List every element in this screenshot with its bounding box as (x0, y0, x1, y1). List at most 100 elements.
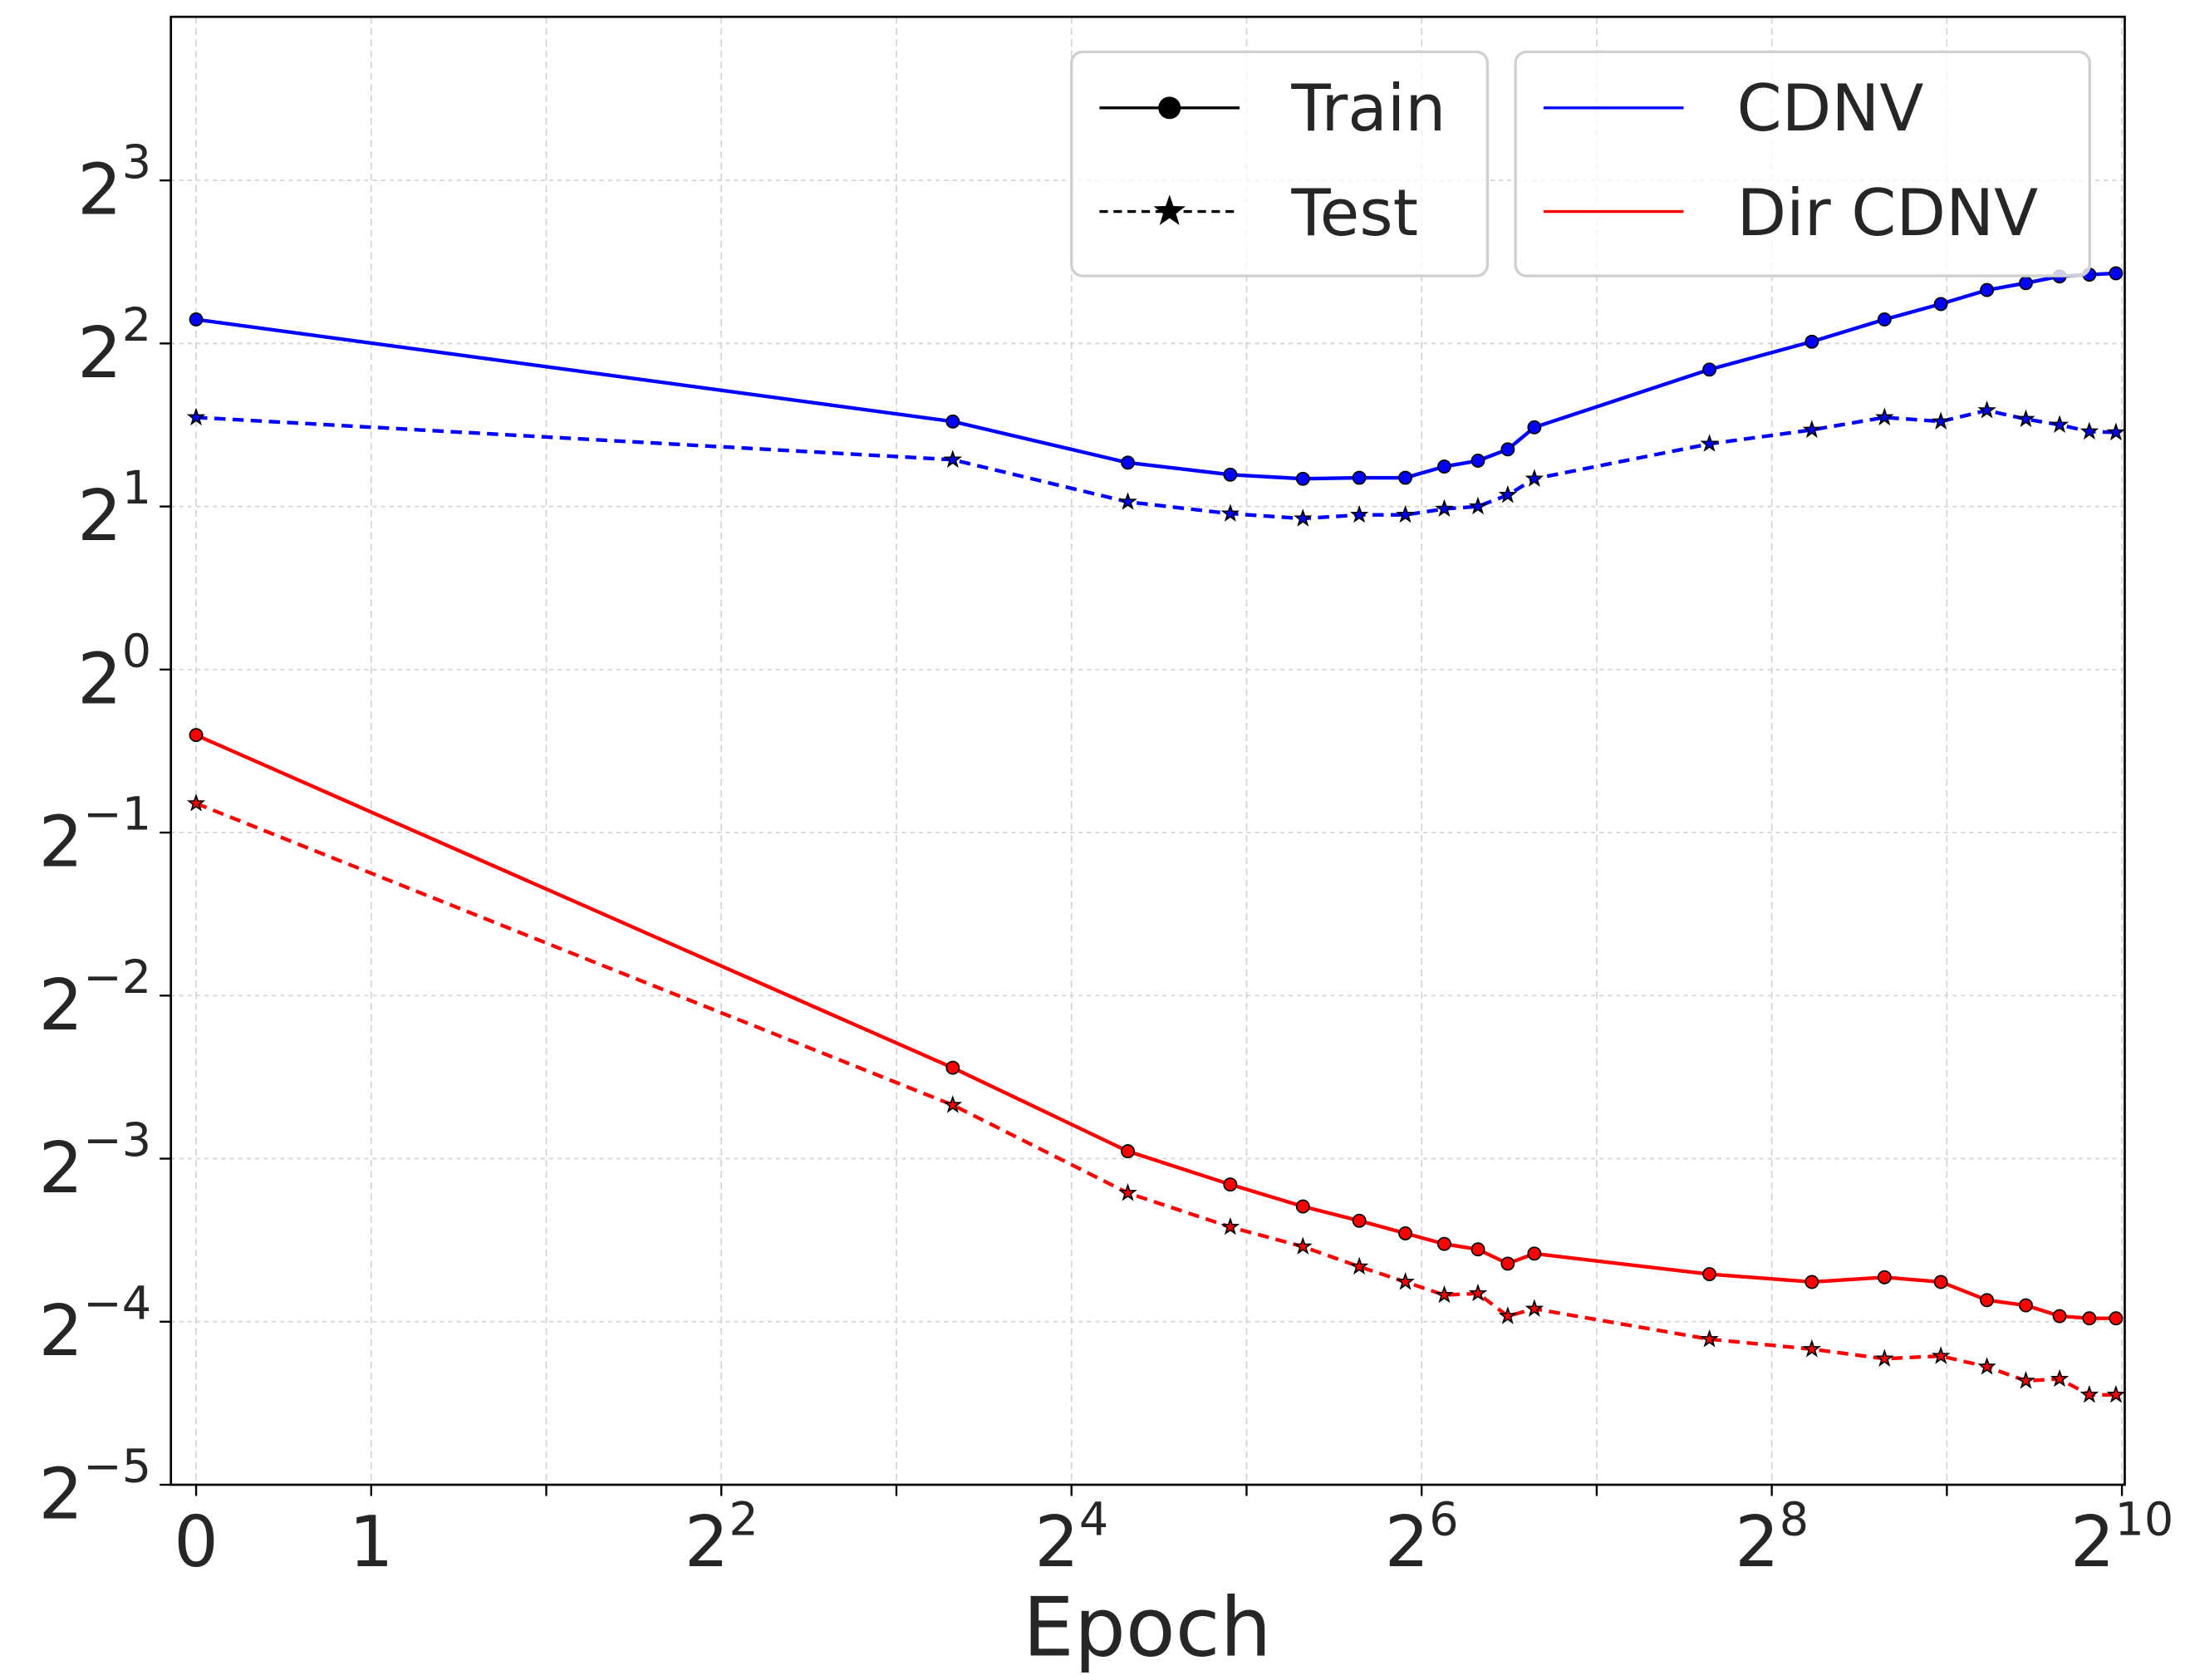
point-cdnv-train (1804, 334, 1819, 349)
point-dir-cdnv-train (1352, 1213, 1367, 1228)
point-cdnv-train (1527, 420, 1542, 435)
point-cdnv-train (1295, 471, 1310, 486)
point-cdnv-train (1121, 455, 1135, 470)
point-dir-cdnv-test (943, 1095, 963, 1113)
legend-train: Train (1290, 71, 1446, 146)
point-dir-cdnv-train (1121, 1144, 1135, 1159)
point-dir-cdnv-test (1468, 1283, 1488, 1302)
point-dir-cdnv-test (2016, 1371, 2035, 1389)
point-dir-cdnv-test (2050, 1368, 2070, 1388)
point-cdnv-test (1118, 492, 1137, 510)
point-cdnv-test (1220, 504, 1240, 522)
y-tick-label: 2−2 (38, 951, 151, 1046)
point-cdnv-test (186, 407, 206, 426)
point-dir-cdnv-train (1436, 1236, 1451, 1251)
legend-style: Train Test (1070, 50, 1490, 278)
point-cdnv-train (1702, 362, 1717, 377)
point-cdnv-test (1977, 400, 1996, 419)
point-dir-cdnv-test (1498, 1306, 1518, 1324)
point-dir-cdnv-test (1294, 1236, 1313, 1255)
x-tick-label: 210 (2070, 1493, 2173, 1583)
y-tick-label: 2−3 (38, 1113, 151, 1209)
x-axis-label: Epoch (1023, 1581, 1271, 1676)
x-tick-label: 26 (1385, 1493, 1459, 1583)
point-cdnv-train (1223, 467, 1238, 482)
x-tick-label: 28 (1735, 1493, 1809, 1583)
point-dir-cdnv-train (1980, 1293, 1995, 1308)
x-tick-label: 24 (1034, 1493, 1108, 1583)
point-dir-cdnv-train (1933, 1275, 1948, 1289)
point-cdnv-train (2019, 276, 2033, 291)
point-cdnv-test (1931, 411, 1951, 430)
y-tick-label: 2−1 (38, 788, 151, 883)
y-tick-label: 21 (77, 461, 151, 557)
point-cdnv-test (1525, 469, 1544, 487)
point-cdnv-train (1436, 459, 1451, 474)
point-dir-cdnv-test (1435, 1285, 1454, 1304)
point-dir-cdnv-test (1802, 1339, 1822, 1358)
point-dir-cdnv-train (945, 1060, 960, 1075)
series-lines (195, 271, 2116, 1397)
point-dir-cdnv-train (2082, 1311, 2097, 1326)
point-dir-cdnv-test (1118, 1182, 1137, 1201)
point-cdnv-train (1500, 442, 1515, 457)
point-dir-cdnv-train (2109, 1311, 2124, 1326)
point-dir-cdnv-train (1702, 1267, 1717, 1281)
point-cdnv-train (1980, 282, 1995, 297)
point-cdnv-test (2050, 415, 2070, 434)
point-cdnv-test (2016, 409, 2035, 428)
x-tick-label: 22 (685, 1493, 759, 1583)
point-dir-cdnv-test (1396, 1272, 1415, 1290)
point-dir-cdnv-test (1931, 1346, 1951, 1364)
point-cdnv-test (1468, 496, 1488, 515)
y-tick-label: 23 (77, 135, 151, 231)
point-dir-cdnv-test (1977, 1357, 1996, 1375)
series-line-cdnv-train (195, 271, 2116, 481)
point-dir-cdnv-train (1877, 1270, 1892, 1285)
point-dir-cdnv-train (2019, 1298, 2033, 1313)
point-cdnv-test (1294, 508, 1313, 527)
point-dir-cdnv-test (1220, 1216, 1240, 1235)
point-dir-cdnv-train (1804, 1275, 1819, 1289)
point-cdnv-test (1435, 499, 1454, 517)
point-dir-cdnv-train (189, 728, 204, 743)
point-cdnv-test (1396, 504, 1415, 523)
point-dir-cdnv-train (1398, 1226, 1412, 1240)
series-markers (186, 266, 2126, 1403)
point-dir-cdnv-train (2052, 1309, 2067, 1324)
point-cdnv-test (1349, 504, 1369, 523)
point-cdnv-test (1802, 420, 1822, 439)
x-axis: 0 1 22 24 26 28 210 (174, 1484, 2173, 1583)
point-cdnv-train (2109, 266, 2124, 281)
series-line-dir-cdnv-test (195, 801, 2116, 1397)
point-dir-cdnv-test (1349, 1256, 1369, 1275)
legend-dir-cdnv: Dir CDNV (1736, 176, 2038, 251)
y-tick-label: 20 (77, 624, 151, 720)
point-dir-cdnv-test (1875, 1348, 1894, 1367)
point-cdnv-test (2079, 421, 2099, 440)
point-dir-cdnv-train (1295, 1199, 1310, 1214)
point-dir-cdnv-test (2079, 1384, 2099, 1403)
point-cdnv-test (1875, 407, 1894, 426)
y-tick-label: 2−5 (38, 1440, 151, 1535)
point-dir-cdnv-test (1525, 1299, 1544, 1317)
point-cdnv-test (2106, 422, 2126, 441)
point-cdnv-train (189, 312, 204, 327)
x-tick-label: 0 (174, 1501, 218, 1583)
point-cdnv-train (1933, 297, 1948, 312)
series-line-dir-cdnv-train (195, 733, 2116, 1320)
point-dir-cdnv-train (1471, 1242, 1485, 1257)
point-cdnv-train (1352, 470, 1367, 485)
y-axis: 23 22 21 20 2−1 2−2 2−3 2−4 2−5 (38, 135, 171, 1535)
point-dir-cdnv-test (1700, 1329, 1719, 1348)
point-dir-cdnv-train (1223, 1177, 1238, 1192)
legend-cdnv: CDNV (1736, 71, 1923, 146)
point-dir-cdnv-train (1500, 1256, 1515, 1271)
point-dir-cdnv-train (1527, 1246, 1542, 1261)
y-tick-label: 2−4 (38, 1276, 151, 1372)
point-cdnv-test (943, 449, 963, 468)
point-cdnv-train (945, 414, 960, 429)
plot-frame (169, 15, 2126, 1486)
point-cdnv-train (1877, 312, 1892, 327)
